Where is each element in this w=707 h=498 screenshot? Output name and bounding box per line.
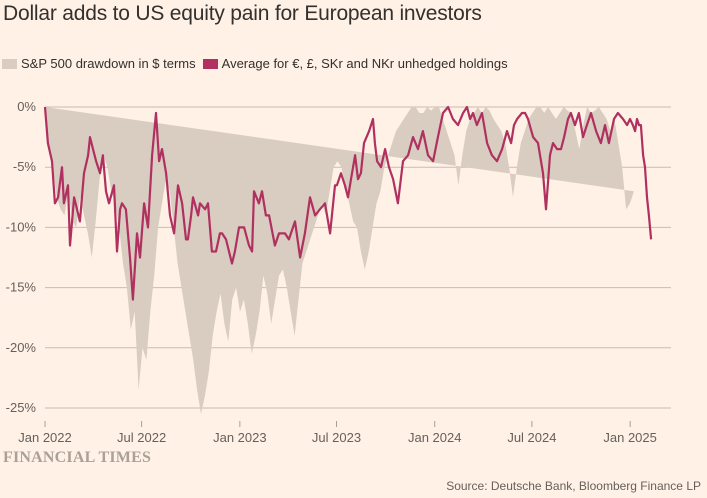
x-tick-label: Jan 2025 [603,430,657,445]
x-tick-label: Jul 2024 [507,430,556,445]
y-tick-label: -10% [6,219,37,234]
y-tick-label: 0% [17,99,36,114]
sp500-area-layer [45,107,634,414]
average-line-layer [43,105,653,301]
legend-item-sp500: S&P 500 drawdown in $ terms [2,56,196,71]
x-tick-label: Jul 2023 [312,430,361,445]
legend-swatch-sp500 [2,58,17,69]
legend: S&P 500 drawdown in $ terms Average for … [2,56,515,71]
y-tick-label: -5% [13,159,37,174]
x-tick-label: Jan 2023 [213,430,267,445]
legend-label-average: Average for €, £, SKr and NKr unhedged h… [221,56,508,71]
legend-label-sp500: S&P 500 drawdown in $ terms [21,56,196,71]
source-note: Source: Deutsche Bank, Bloomberg Finance… [446,479,701,493]
x-tick-label: Jul 2022 [117,430,166,445]
x-axis: Jan 2022 Jul 2022 Jan 2023 Jul 2023 Jan 2024… [18,421,657,445]
y-tick-label: -15% [6,280,37,295]
x-tick-label: Jan 2024 [408,430,462,445]
average-unhedged-line [43,105,653,301]
sp500-drawdown-area [45,107,634,414]
y-tick-label: -20% [6,340,37,355]
y-axis: 0% -5% -10% -15% -20% -25% [6,99,37,415]
y-tick-label: -25% [6,400,37,415]
chart-title: Dollar adds to US equity pain for Europe… [3,2,482,25]
legend-swatch-average [202,58,218,69]
ft-logo: FINANCIAL TIMES [3,449,152,466]
x-tick-label: Jan 2022 [18,430,72,445]
legend-item-average: Average for €, £, SKr and NKr unhedged h… [202,56,508,71]
